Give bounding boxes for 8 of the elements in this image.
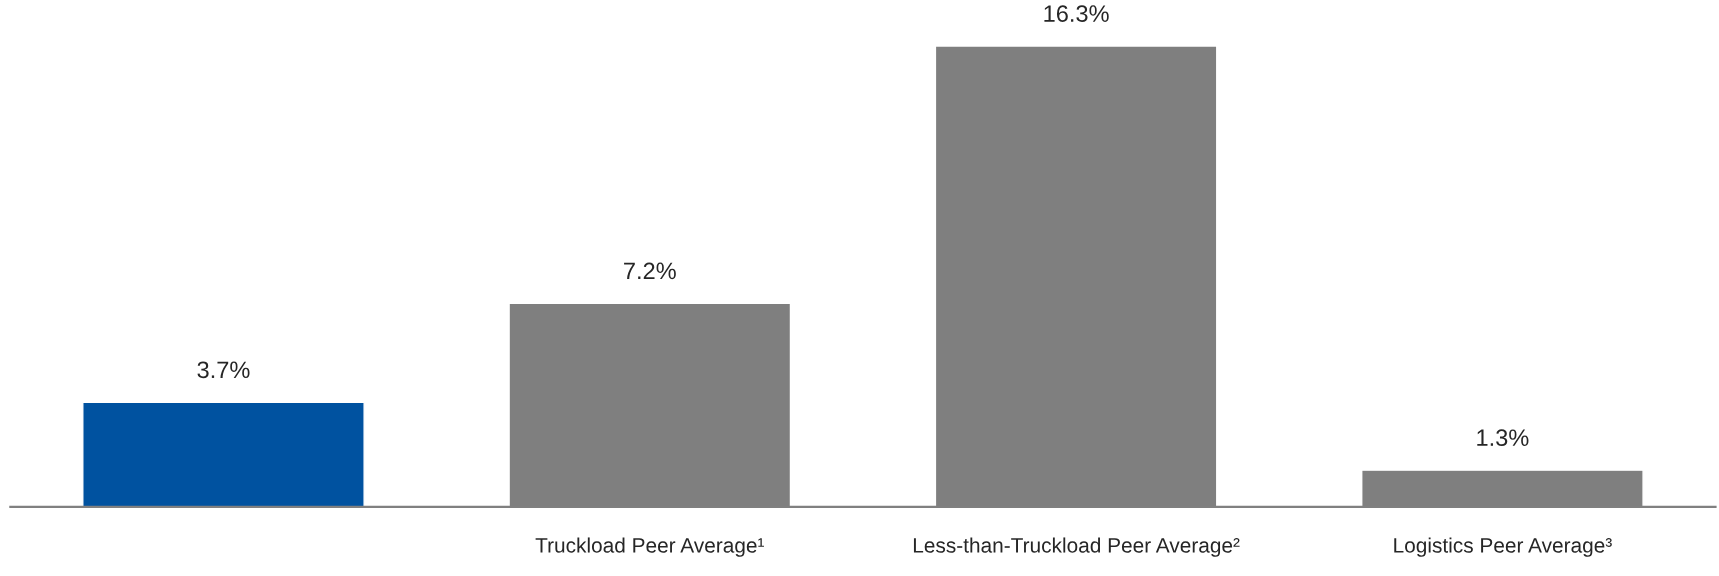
data-label: 3.7% bbox=[197, 361, 250, 379]
data-label: 16.3% bbox=[1044, 5, 1109, 22]
bar bbox=[82, 401, 365, 507]
x-tick-label: Logistics Peer Average³ bbox=[1394, 537, 1612, 557]
x-tick-label: Truckload Peer Average¹ bbox=[535, 537, 764, 557]
data-label: 7.2% bbox=[624, 262, 676, 280]
data-label: 1.3% bbox=[1477, 429, 1529, 447]
x-tick-label: Less-than-Truckload Peer Average² bbox=[913, 537, 1240, 557]
